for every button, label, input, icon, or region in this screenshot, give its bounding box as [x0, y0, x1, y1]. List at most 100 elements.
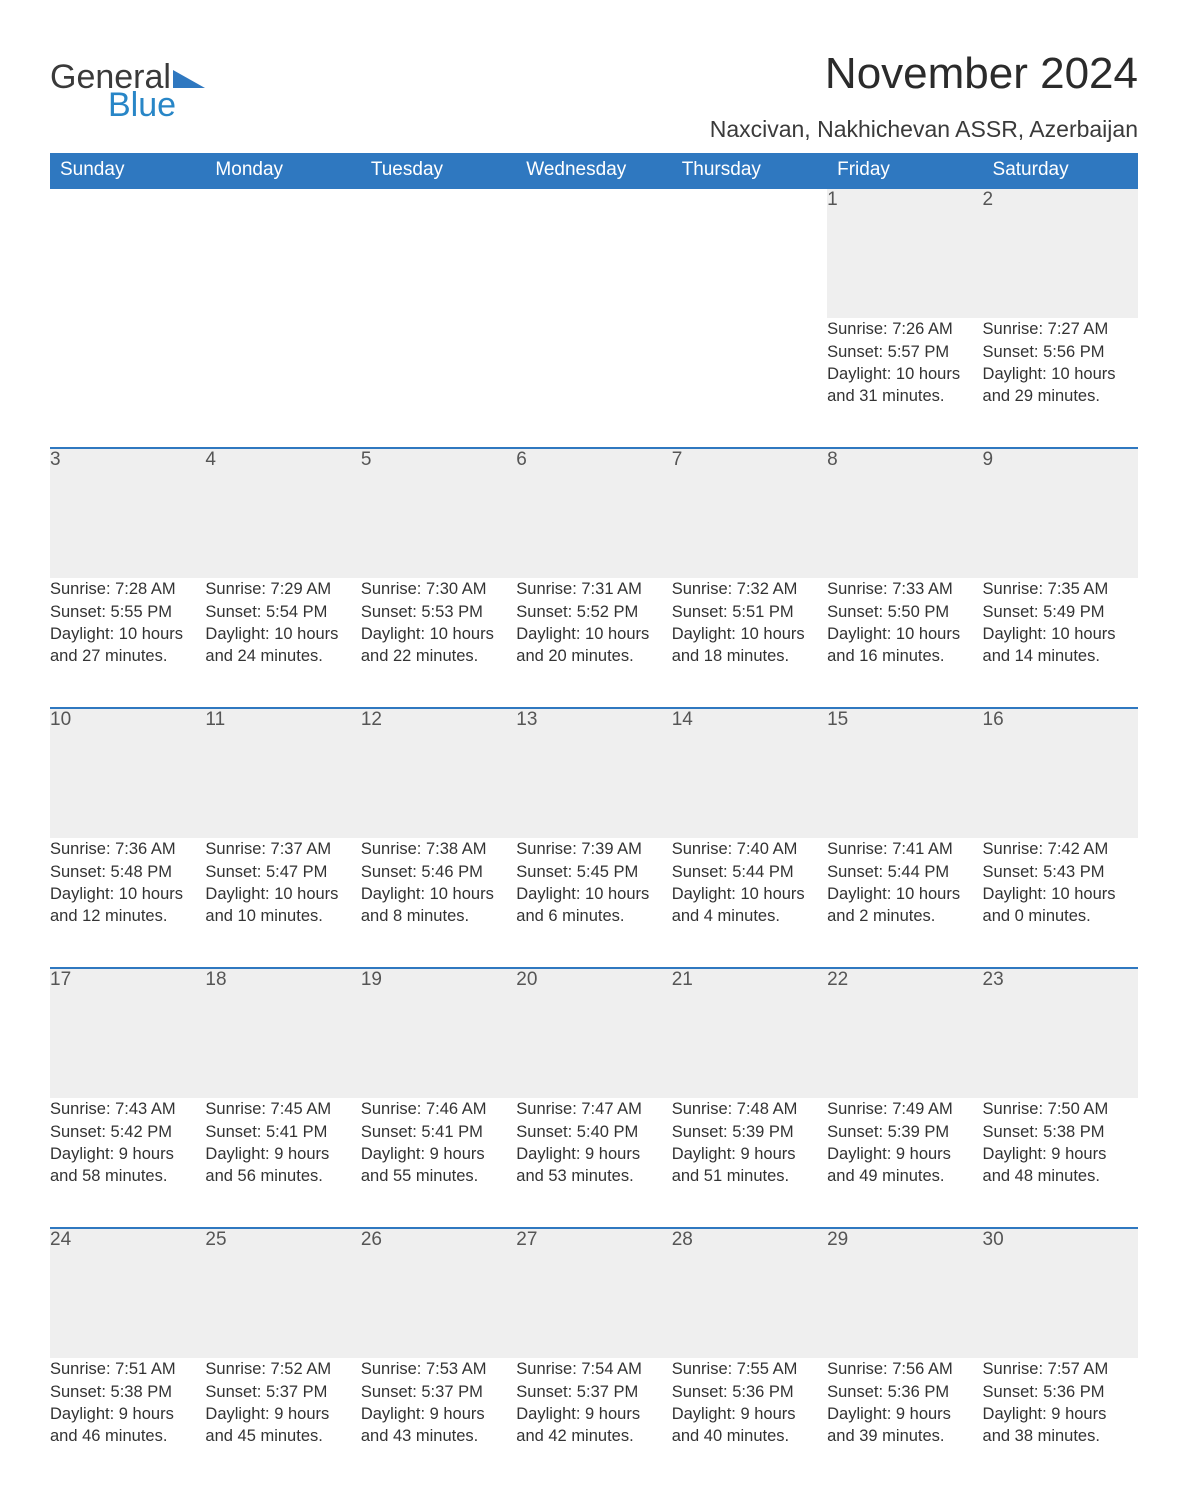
- daylight-text: Daylight: 10 hours and 8 minutes.: [361, 883, 516, 928]
- empty-cell: [50, 188, 205, 318]
- daylight-text: Daylight: 10 hours and 0 minutes.: [983, 883, 1138, 928]
- daylight-text: Daylight: 10 hours and 20 minutes.: [516, 623, 671, 668]
- weekday-header: Sunday: [50, 153, 205, 188]
- calendar-table: SundayMondayTuesdayWednesdayThursdayFrid…: [50, 153, 1138, 1488]
- sunset-text: Sunset: 5:39 PM: [827, 1121, 982, 1143]
- weekday-header: Friday: [827, 153, 982, 188]
- day-number: 26: [361, 1228, 516, 1358]
- sunrise-text: Sunrise: 7:54 AM: [516, 1358, 671, 1380]
- day-cell: Sunrise: 7:31 AMSunset: 5:52 PMDaylight:…: [516, 578, 671, 708]
- day-detail-row: Sunrise: 7:43 AMSunset: 5:42 PMDaylight:…: [50, 1098, 1138, 1228]
- day-number: 3: [50, 448, 205, 578]
- daylight-text: Daylight: 10 hours and 2 minutes.: [827, 883, 982, 928]
- daylight-text: Daylight: 9 hours and 42 minutes.: [516, 1403, 671, 1448]
- sunset-text: Sunset: 5:38 PM: [50, 1381, 205, 1403]
- empty-cell: [205, 318, 360, 448]
- empty-cell: [205, 188, 360, 318]
- day-number-row: 17181920212223: [50, 968, 1138, 1098]
- sunset-text: Sunset: 5:42 PM: [50, 1121, 205, 1143]
- day-number: 23: [983, 968, 1138, 1098]
- day-cell: Sunrise: 7:48 AMSunset: 5:39 PMDaylight:…: [672, 1098, 827, 1228]
- daylight-text: Daylight: 10 hours and 10 minutes.: [205, 883, 360, 928]
- sunset-text: Sunset: 5:46 PM: [361, 861, 516, 883]
- sunset-text: Sunset: 5:52 PM: [516, 601, 671, 623]
- day-number: 9: [983, 448, 1138, 578]
- sunset-text: Sunset: 5:41 PM: [361, 1121, 516, 1143]
- sunrise-text: Sunrise: 7:48 AM: [672, 1098, 827, 1120]
- day-number: 7: [672, 448, 827, 578]
- sunset-text: Sunset: 5:41 PM: [205, 1121, 360, 1143]
- sunrise-text: Sunrise: 7:31 AM: [516, 578, 671, 600]
- empty-cell: [50, 318, 205, 448]
- sunrise-text: Sunrise: 7:45 AM: [205, 1098, 360, 1120]
- day-number: 19: [361, 968, 516, 1098]
- day-number: 6: [516, 448, 671, 578]
- day-detail-row: Sunrise: 7:26 AMSunset: 5:57 PMDaylight:…: [50, 318, 1138, 448]
- sunset-text: Sunset: 5:44 PM: [672, 861, 827, 883]
- empty-cell: [361, 188, 516, 318]
- sunrise-text: Sunrise: 7:53 AM: [361, 1358, 516, 1380]
- day-number: 8: [827, 448, 982, 578]
- sunset-text: Sunset: 5:43 PM: [983, 861, 1138, 883]
- sunrise-text: Sunrise: 7:27 AM: [983, 318, 1138, 340]
- day-number: 22: [827, 968, 982, 1098]
- sunset-text: Sunset: 5:36 PM: [672, 1381, 827, 1403]
- title-block: November 2024 Naxcivan, Nakhichevan ASSR…: [710, 50, 1138, 143]
- sunset-text: Sunset: 5:36 PM: [827, 1381, 982, 1403]
- daylight-text: Daylight: 10 hours and 14 minutes.: [983, 623, 1138, 668]
- sunset-text: Sunset: 5:56 PM: [983, 341, 1138, 363]
- weekday-header: Wednesday: [516, 153, 671, 188]
- daylight-text: Daylight: 9 hours and 40 minutes.: [672, 1403, 827, 1448]
- day-cell: Sunrise: 7:43 AMSunset: 5:42 PMDaylight:…: [50, 1098, 205, 1228]
- daylight-text: Daylight: 10 hours and 31 minutes.: [827, 363, 982, 408]
- empty-cell: [516, 188, 671, 318]
- sunset-text: Sunset: 5:55 PM: [50, 601, 205, 623]
- sunset-text: Sunset: 5:54 PM: [205, 601, 360, 623]
- header-block: General Blue November 2024 Naxcivan, Nak…: [50, 50, 1138, 143]
- weekday-header: Tuesday: [361, 153, 516, 188]
- day-cell: Sunrise: 7:33 AMSunset: 5:50 PMDaylight:…: [827, 578, 982, 708]
- daylight-text: Daylight: 9 hours and 43 minutes.: [361, 1403, 516, 1448]
- day-number: 1: [827, 188, 982, 318]
- day-cell: Sunrise: 7:41 AMSunset: 5:44 PMDaylight:…: [827, 838, 982, 968]
- weekday-header: Monday: [205, 153, 360, 188]
- day-cell: Sunrise: 7:47 AMSunset: 5:40 PMDaylight:…: [516, 1098, 671, 1228]
- day-cell: Sunrise: 7:26 AMSunset: 5:57 PMDaylight:…: [827, 318, 982, 448]
- daylight-text: Daylight: 10 hours and 6 minutes.: [516, 883, 671, 928]
- location-text: Naxcivan, Nakhichevan ASSR, Azerbaijan: [710, 116, 1138, 143]
- sunrise-text: Sunrise: 7:36 AM: [50, 838, 205, 860]
- daylight-text: Daylight: 9 hours and 38 minutes.: [983, 1403, 1138, 1448]
- daylight-text: Daylight: 9 hours and 58 minutes.: [50, 1143, 205, 1188]
- weekday-header: Thursday: [672, 153, 827, 188]
- day-cell: Sunrise: 7:32 AMSunset: 5:51 PMDaylight:…: [672, 578, 827, 708]
- day-number: 29: [827, 1228, 982, 1358]
- day-cell: Sunrise: 7:27 AMSunset: 5:56 PMDaylight:…: [983, 318, 1138, 448]
- day-number: 10: [50, 708, 205, 838]
- sunrise-text: Sunrise: 7:57 AM: [983, 1358, 1138, 1380]
- sunrise-text: Sunrise: 7:52 AM: [205, 1358, 360, 1380]
- logo-flag-icon: [173, 60, 205, 94]
- sunrise-text: Sunrise: 7:30 AM: [361, 578, 516, 600]
- day-detail-row: Sunrise: 7:28 AMSunset: 5:55 PMDaylight:…: [50, 578, 1138, 708]
- logo: General Blue: [50, 50, 205, 122]
- sunrise-text: Sunrise: 7:51 AM: [50, 1358, 205, 1380]
- sunrise-text: Sunrise: 7:33 AM: [827, 578, 982, 600]
- daylight-text: Daylight: 9 hours and 48 minutes.: [983, 1143, 1138, 1188]
- day-number: 30: [983, 1228, 1138, 1358]
- sunrise-text: Sunrise: 7:47 AM: [516, 1098, 671, 1120]
- day-detail-row: Sunrise: 7:51 AMSunset: 5:38 PMDaylight:…: [50, 1358, 1138, 1488]
- day-number-row: 3456789: [50, 448, 1138, 578]
- sunset-text: Sunset: 5:44 PM: [827, 861, 982, 883]
- day-number: 21: [672, 968, 827, 1098]
- day-cell: Sunrise: 7:46 AMSunset: 5:41 PMDaylight:…: [361, 1098, 516, 1228]
- day-number: 13: [516, 708, 671, 838]
- sunrise-text: Sunrise: 7:49 AM: [827, 1098, 982, 1120]
- day-cell: Sunrise: 7:38 AMSunset: 5:46 PMDaylight:…: [361, 838, 516, 968]
- day-number: 20: [516, 968, 671, 1098]
- daylight-text: Daylight: 9 hours and 46 minutes.: [50, 1403, 205, 1448]
- day-number: 14: [672, 708, 827, 838]
- day-cell: Sunrise: 7:45 AMSunset: 5:41 PMDaylight:…: [205, 1098, 360, 1228]
- day-cell: Sunrise: 7:35 AMSunset: 5:49 PMDaylight:…: [983, 578, 1138, 708]
- daylight-text: Daylight: 10 hours and 4 minutes.: [672, 883, 827, 928]
- sunset-text: Sunset: 5:51 PM: [672, 601, 827, 623]
